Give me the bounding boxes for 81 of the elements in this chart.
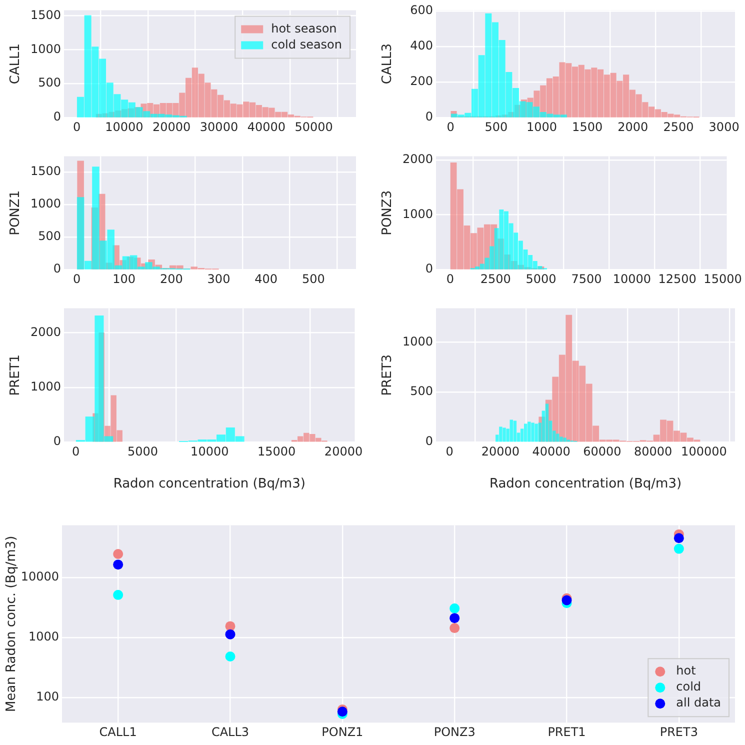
x-tick-label: 2500 — [480, 272, 511, 286]
x-tick-label: 10000 — [612, 272, 652, 286]
y-axis-title: PRET1 — [8, 354, 24, 396]
x-tick-label: 20000 — [481, 444, 520, 458]
y-tick-label: 1000 — [402, 206, 433, 221]
x-tick-label: 20000 — [152, 120, 191, 134]
y-tick-label: 0 — [425, 434, 433, 448]
x-tick-label: 15000 — [257, 444, 296, 458]
y-axis-title: CALL1 — [8, 44, 24, 84]
x-tick-label: PONZ1 — [322, 724, 364, 739]
x-tick-label: 12500 — [658, 272, 696, 286]
x-tick-label: 0 — [446, 120, 454, 134]
y-tick-label: 1000 — [30, 380, 61, 394]
legend-label: hot — [676, 664, 696, 678]
y-tick-label: 500 — [38, 229, 61, 244]
x-tick-label: CALL3 — [211, 724, 250, 739]
y-tick-label: 1000 — [30, 42, 61, 56]
x-tick-label: 60000 — [583, 444, 622, 458]
y-axis-title: PONZ1 — [8, 190, 24, 236]
x-tick-label: 80000 — [634, 444, 672, 458]
x-tick-label: 300 — [207, 272, 230, 286]
x-tick-label: 1000 — [526, 120, 558, 134]
y-tick-label: 200 — [410, 74, 433, 88]
x-tick-label: 50000 — [294, 120, 333, 134]
y-tick-label: 2000 — [30, 324, 61, 339]
x-tick-label: 3000 — [708, 120, 740, 134]
y-tick-label: 0 — [53, 262, 61, 276]
y-tick-label: 1000 — [30, 196, 61, 211]
x-tick-label: 40000 — [532, 444, 570, 458]
x-tick-label: 7500 — [571, 272, 602, 286]
y-tick-label: 0 — [425, 262, 433, 276]
y-tick-label: 1000 — [28, 630, 59, 644]
y-axis-title: PRET3 — [380, 354, 396, 396]
y-tick-label: 1500 — [30, 164, 61, 178]
x-tick-label: 2500 — [663, 120, 694, 134]
x-tick-label: PRET1 — [548, 724, 586, 739]
x-tick-label: 40000 — [247, 120, 286, 134]
legend-label: cold — [676, 680, 702, 694]
legend-label: all data — [676, 696, 722, 710]
x-tick-label: 0 — [446, 444, 454, 458]
x-axis-title: Radon concentration (Bq/m3) — [489, 476, 682, 492]
x-tick-label: 15000 — [704, 272, 742, 286]
y-tick-label: 10000 — [20, 570, 59, 584]
x-tick-label: 0 — [72, 120, 81, 134]
x-tick-label: 0 — [446, 272, 454, 286]
x-tick-label: 400 — [254, 272, 278, 286]
x-tick-label: PONZ3 — [434, 724, 476, 739]
x-tick-label: 5000 — [127, 444, 158, 458]
y-tick-label: 500 — [38, 76, 61, 90]
x-tick-label: 100 — [112, 272, 136, 286]
legend-label: hot season — [271, 21, 337, 36]
x-tick-label: 30000 — [200, 120, 238, 134]
y-tick-label: 0 — [425, 110, 433, 124]
x-tick-label: 0 — [72, 272, 81, 286]
x-tick-label: 1500 — [572, 120, 603, 134]
x-tick-label: 200 — [160, 272, 183, 286]
x-tick-label: 20000 — [324, 444, 363, 458]
x-tick-label: 100000 — [681, 444, 727, 458]
y-tick-label: 0 — [53, 434, 61, 448]
legend-label: cold season — [271, 37, 342, 52]
x-tick-label: 0 — [72, 444, 80, 458]
y-axis-title: Mean Radon conc. (Bq/m3) — [4, 536, 20, 712]
y-tick-label: 1500 — [30, 8, 61, 22]
x-tick-label: CALL1 — [99, 724, 137, 739]
x-tick-label: 5000 — [526, 272, 556, 286]
y-tick-label: 0 — [53, 110, 61, 124]
x-tick-label: 10000 — [190, 444, 229, 458]
y-tick-label: 500 — [410, 384, 433, 398]
y-tick-label: 2000 — [402, 152, 433, 166]
y-axis-title: PONZ3 — [380, 190, 396, 236]
x-tick-label: PRET3 — [660, 724, 698, 739]
y-tick-label: 600 — [410, 3, 433, 18]
y-tick-label: 100 — [36, 690, 59, 704]
y-tick-label: 400 — [410, 38, 433, 53]
x-tick-label: 10000 — [105, 120, 144, 134]
y-axis-title: CALL3 — [380, 44, 396, 84]
x-axis-title: Radon concentration (Bq/m3) — [113, 476, 306, 492]
y-tick-label: 1000 — [402, 334, 433, 348]
x-tick-label: 500 — [484, 120, 508, 134]
x-tick-label: 2000 — [618, 120, 648, 134]
x-tick-label: 500 — [302, 272, 325, 286]
